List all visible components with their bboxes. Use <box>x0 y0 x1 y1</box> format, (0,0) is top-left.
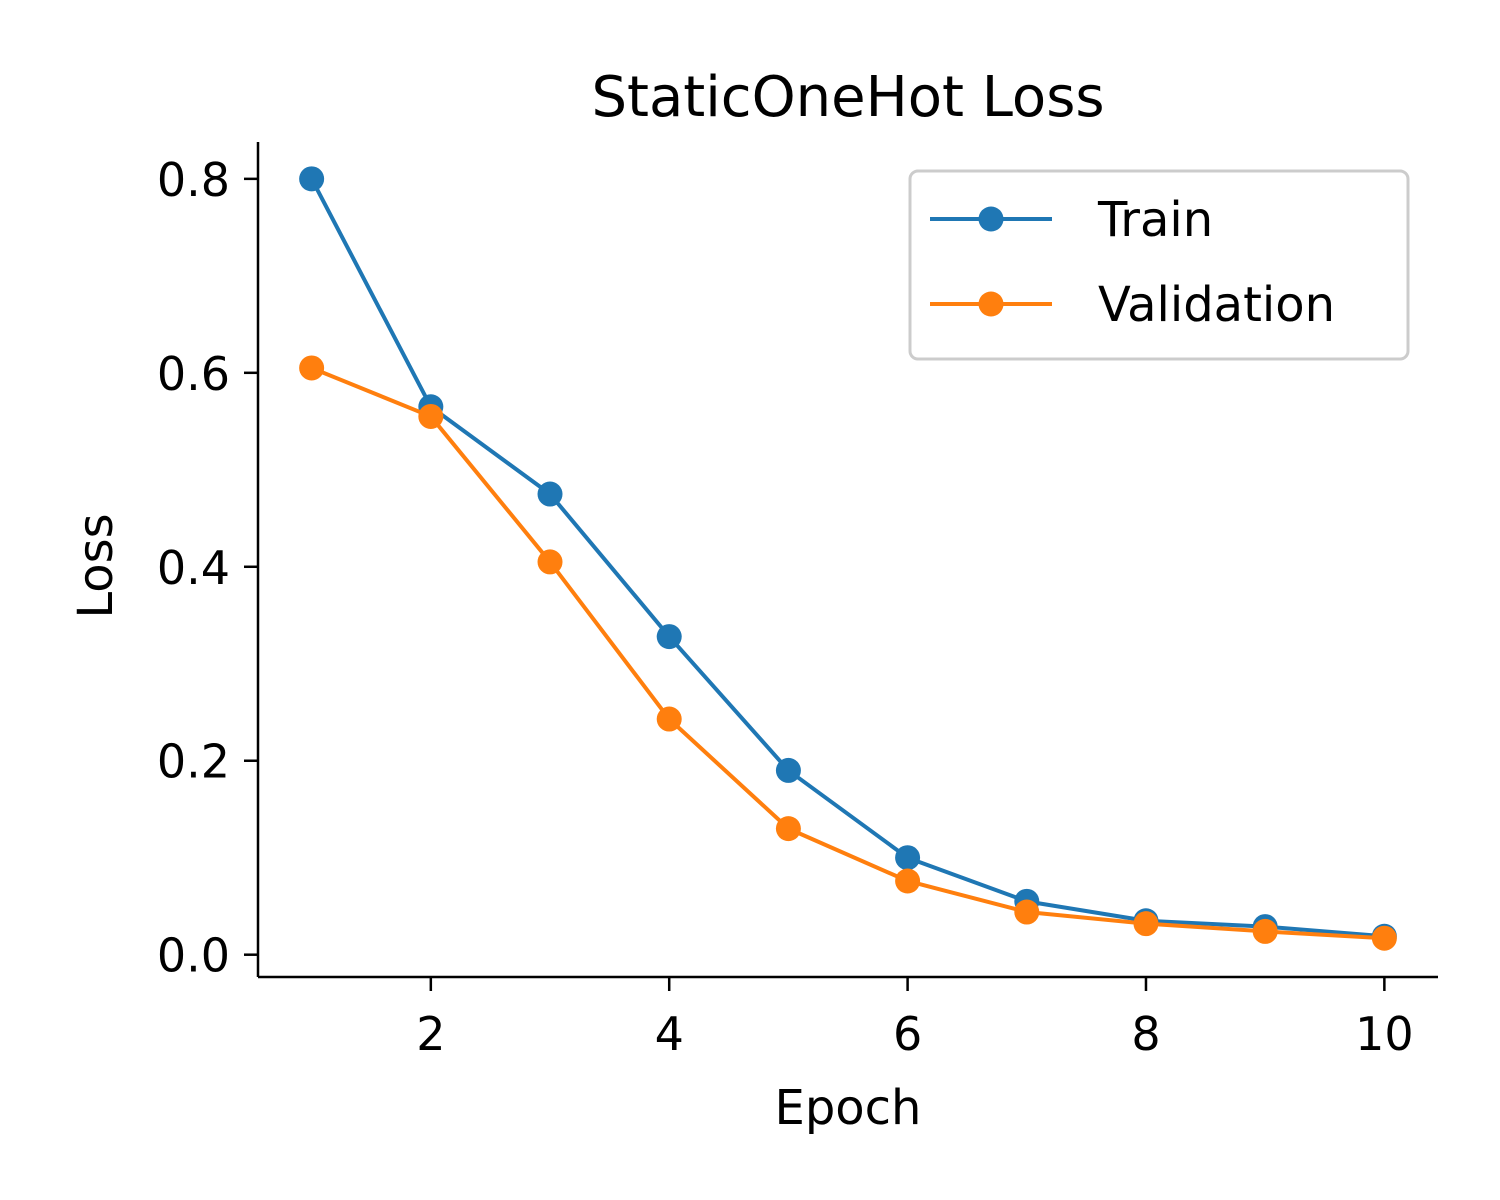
ticks: 2 4 6 8 10 0.0 0.2 0.4 0.6 0.8 <box>157 153 1414 1061</box>
data-point-validation <box>299 355 325 381</box>
y-tick-label: 0.4 <box>157 541 230 595</box>
y-tick-label: 0.0 <box>157 929 230 983</box>
x-tick-label: 4 <box>655 1007 684 1061</box>
series-validation <box>299 355 1397 951</box>
data-point-validation <box>1014 899 1040 925</box>
x-axis-label: Epoch <box>775 1080 922 1136</box>
y-tick-label: 0.8 <box>157 153 230 207</box>
x-tick-label: 10 <box>1355 1007 1414 1061</box>
data-point-validation <box>775 816 801 842</box>
data-point-validation <box>1133 911 1159 937</box>
x-tick-label: 8 <box>1131 1007 1160 1061</box>
data-point-validation <box>895 868 921 894</box>
data-point-validation <box>1252 918 1278 944</box>
series-group <box>299 166 1397 951</box>
legend-label-validation: Validation <box>1098 277 1335 333</box>
data-point-train <box>537 481 563 507</box>
y-tick-label: 0.6 <box>157 347 230 401</box>
data-point-validation <box>537 549 563 575</box>
y-tick-label: 0.2 <box>157 735 230 789</box>
data-point-train <box>656 624 682 650</box>
legend: Train Validation <box>908 169 1410 361</box>
axes <box>256 142 1438 979</box>
x-tick-label: 2 <box>416 1007 445 1061</box>
x-tick-label: 6 <box>893 1007 922 1061</box>
data-point-train <box>895 845 921 871</box>
data-point-validation <box>418 403 444 429</box>
data-point-validation <box>656 706 682 732</box>
chart-title: StaticOneHot Loss <box>591 65 1104 130</box>
series-line-train <box>309 177 1385 939</box>
series-line-validation <box>310 366 1385 941</box>
legend-marker-validation <box>978 291 1004 317</box>
data-point-validation <box>1371 925 1397 951</box>
data-point-train <box>775 757 801 783</box>
data-point-train <box>299 166 325 192</box>
y-axis-label: Loss <box>68 513 124 618</box>
legend-label-train: Train <box>1097 192 1213 248</box>
legend-marker-train <box>978 206 1004 232</box>
